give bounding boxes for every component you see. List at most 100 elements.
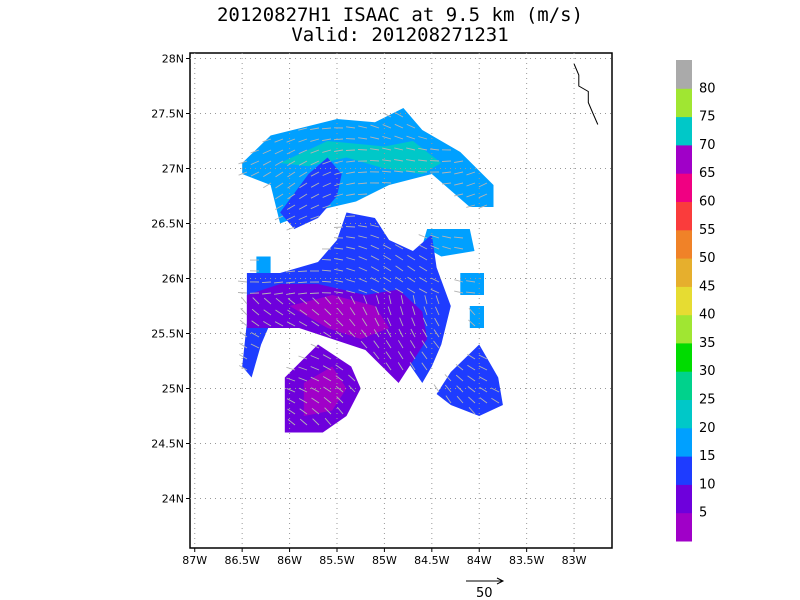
tick-label-lat: 27N — [162, 163, 184, 176]
wind-vector — [381, 170, 392, 173]
wind-vector — [358, 256, 368, 261]
wind-vector — [275, 309, 284, 316]
wind-vector — [466, 182, 476, 187]
wind-vector — [298, 138, 308, 143]
wind-vector — [261, 281, 272, 284]
wind-vector — [286, 204, 296, 210]
colorbar-swatch — [676, 427, 692, 457]
wind-vector — [383, 255, 392, 261]
wind-vector — [357, 193, 368, 196]
colorbar-swatch — [676, 371, 692, 400]
wind-vector — [421, 362, 428, 371]
wind-vector — [370, 148, 380, 151]
wind-vector — [383, 265, 392, 272]
wind-vector — [310, 343, 320, 349]
wind-vector — [346, 171, 356, 175]
wind-vector — [385, 351, 392, 360]
colorbar-label: 35 — [699, 336, 716, 351]
wind-vector — [262, 138, 272, 143]
wind-vector — [263, 297, 272, 305]
wind-vector — [346, 278, 356, 283]
shaded-region — [460, 273, 484, 295]
wind-vector — [274, 215, 284, 221]
wind-vector — [346, 267, 356, 272]
wind-vector — [263, 171, 272, 177]
wind-vector — [468, 396, 476, 404]
wind-vector — [286, 321, 296, 327]
wind-vector — [382, 135, 392, 140]
wind-vector — [299, 182, 308, 189]
wind-vector — [322, 376, 332, 382]
vector-scale-arrowhead — [496, 577, 505, 585]
tick-label-lon: 83.5W — [509, 554, 544, 567]
colorbar-swatch — [676, 512, 692, 542]
wind-vector — [406, 170, 416, 173]
wind-vector — [262, 292, 272, 295]
colorbar-label: 70 — [699, 138, 716, 153]
wind-vector — [468, 406, 476, 415]
wind-vector — [350, 295, 356, 305]
wind-vector — [442, 182, 452, 185]
wind-vector — [411, 306, 416, 316]
wind-vector — [478, 204, 488, 209]
wind-vector — [321, 127, 332, 130]
colorbar-label: 40 — [699, 308, 716, 323]
wind-vector — [419, 265, 428, 272]
colorbar-swatch — [676, 314, 692, 344]
wind-vector — [286, 377, 296, 382]
wind-vector — [334, 193, 344, 197]
wind-vector — [310, 127, 320, 131]
tick-label-lat: 26.5N — [151, 218, 184, 231]
map-gridlines — [190, 53, 612, 548]
wind-vector — [418, 288, 428, 294]
wind-vector — [490, 387, 500, 393]
wind-vector — [358, 278, 368, 283]
wind-vector — [424, 295, 428, 305]
wind-vector — [478, 365, 488, 371]
wind-vector — [373, 340, 380, 349]
wind-vector — [468, 319, 476, 327]
wind-vector — [417, 170, 428, 173]
wind-vector — [383, 276, 392, 283]
wind-vector — [275, 182, 284, 189]
wind-vector — [298, 398, 308, 404]
wind-vector — [286, 226, 296, 231]
wind-vector — [298, 204, 308, 210]
wind-vector — [399, 306, 404, 316]
wind-vector — [322, 171, 332, 176]
wind-vector — [370, 234, 380, 239]
wind-vector — [239, 331, 248, 338]
wind-vector — [323, 396, 332, 404]
wind-vector — [311, 320, 320, 327]
wind-vector — [287, 419, 296, 426]
wind-vector — [310, 149, 320, 154]
wind-vector — [299, 309, 308, 316]
wind-vector — [433, 329, 440, 338]
wind-vector — [433, 384, 440, 393]
wind-vector — [348, 374, 356, 382]
colorbar-label: 45 — [699, 279, 716, 294]
wind-vector — [334, 247, 344, 250]
wind-vector — [334, 258, 344, 261]
wind-vector — [346, 257, 356, 261]
wind-vector — [406, 135, 416, 140]
wind-vector — [357, 182, 368, 185]
wind-vector — [407, 288, 416, 294]
wind-vector — [358, 245, 368, 250]
wind-vector — [298, 387, 308, 393]
wind-vector — [275, 193, 284, 200]
wind-vector — [250, 160, 260, 166]
wind-vector — [430, 277, 440, 283]
wind-vector — [406, 147, 416, 151]
wind-vector — [299, 297, 308, 305]
wind-vector — [357, 171, 368, 174]
colorbar-label: 15 — [699, 449, 716, 464]
wind-vector — [309, 292, 320, 294]
wind-vector — [335, 375, 344, 382]
wind-vector — [287, 309, 296, 316]
wind-vector — [430, 234, 440, 239]
wind-vector — [345, 149, 356, 151]
wind-vector — [336, 319, 344, 327]
wind-vector — [298, 377, 308, 382]
